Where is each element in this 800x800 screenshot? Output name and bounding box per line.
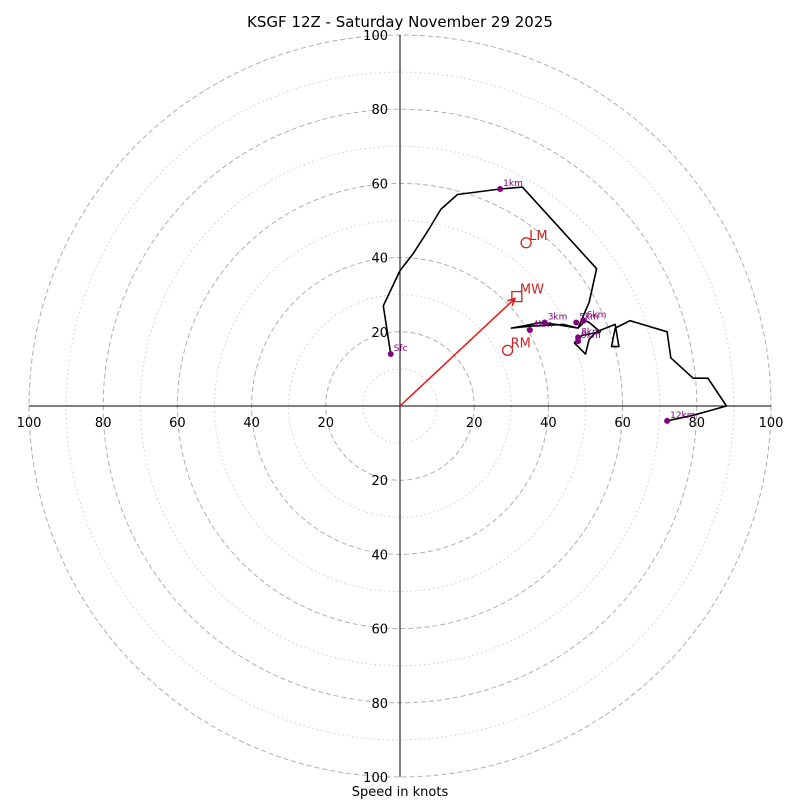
tick-label-north-20: 20 <box>371 326 388 341</box>
km-marker-sfc <box>387 351 394 358</box>
tick-label-east-20: 20 <box>466 416 483 431</box>
tick-label-west-80: 80 <box>95 416 112 431</box>
hodograph-trace-layer <box>382 186 728 422</box>
km-marker-9km <box>575 338 582 345</box>
km-marker-3km <box>541 319 548 326</box>
km-marker-label-sfc: Sfc <box>394 344 408 354</box>
storm-motion-label-mw: MW <box>520 283 544 298</box>
storm-motion-marker-rm <box>501 344 514 357</box>
tick-label-south-40: 40 <box>371 548 388 563</box>
tick-label-east-60: 60 <box>614 416 631 431</box>
storm-motion-label-rm: RM <box>511 336 531 351</box>
tick-label-west-100: 100 <box>17 416 42 431</box>
km-marker-label-12km: 12km <box>670 411 695 421</box>
km-marker-12km <box>664 417 671 424</box>
km-marker-label-8km: 8km <box>581 327 601 337</box>
mean-wind-vector-layer <box>399 297 517 407</box>
storm-motion-marker-lm <box>520 237 532 249</box>
km-marker-label-3km: 3km <box>548 313 568 323</box>
x-axis-label: Speed in knots <box>352 785 449 800</box>
km-marker-label-9km: 9km <box>581 331 601 341</box>
tick-label-south-80: 80 <box>371 697 388 712</box>
km-marker-5km <box>573 319 580 326</box>
km-marker-label-6km: 6km <box>587 311 607 321</box>
km-marker-1km <box>497 185 504 192</box>
km-marker-label-1km: 1km <box>503 179 523 189</box>
tick-label-south-60: 60 <box>371 623 388 638</box>
km-marker-label-4km: 4km <box>533 320 553 330</box>
tick-label-north-40: 40 <box>371 252 388 267</box>
tick-label-north-80: 80 <box>371 103 388 118</box>
storm-motion-marker-mw <box>511 290 523 303</box>
tick-labels-layer: 20 20 20 20 40 40 40 40 60 60 60 60 80 80 80 80 100 100 10… <box>17 29 784 786</box>
tick-label-west-40: 40 <box>243 416 260 431</box>
storm-motion-label-lm: LM <box>529 229 547 244</box>
tick-label-east-40: 40 <box>540 416 557 431</box>
tick-label-south-20: 20 <box>371 474 388 489</box>
tick-label-north-100: 100 <box>363 29 388 44</box>
mean-wind-vector-head <box>507 297 517 307</box>
tick-label-west-60: 60 <box>169 416 186 431</box>
tick-label-west-20: 20 <box>318 416 335 431</box>
mean-wind-vector-shaft <box>399 297 516 407</box>
tick-label-north-60: 60 <box>371 177 388 192</box>
tick-label-east-80: 80 <box>689 416 706 431</box>
km-marker-6km <box>580 317 587 324</box>
km-marker-label-5km: 5km <box>579 313 599 323</box>
hodograph-trace <box>382 186 728 422</box>
chart-title: KSGF 12Z - Saturday November 29 2025 <box>247 13 553 31</box>
km-marker-4km <box>526 326 533 333</box>
tick-label-south-100: 100 <box>363 771 388 786</box>
tick-label-east-100: 100 <box>759 416 784 431</box>
storm-motion-layer: LM MW RM <box>501 229 548 357</box>
